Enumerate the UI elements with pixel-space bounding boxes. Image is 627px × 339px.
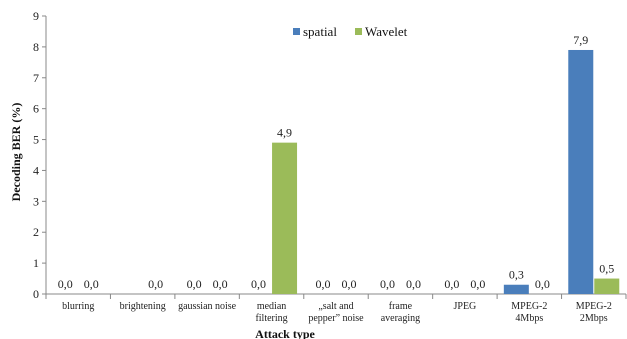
axes: 0 1 2 3 4 5 6 7 8 9 blurring brightening gaussian no…: [33, 9, 627, 324]
data-label: 0,3: [509, 268, 524, 282]
data-label: 0,0: [58, 277, 73, 291]
bar-wavelet-3: [272, 142, 298, 294]
data-label: 0,0: [187, 277, 202, 291]
legend: spatial Wavelet: [293, 24, 408, 39]
x-tick-label: gaussian noise: [178, 301, 237, 312]
bar-spatial-7: [503, 284, 529, 294]
legend-label-wavelet: Wavelet: [365, 24, 408, 39]
x-axis-title: Attack type: [255, 327, 315, 339]
data-label: 0,0: [84, 277, 99, 291]
data-label: 0,0: [535, 277, 550, 291]
x-tick-label: „salt and pepper” noise: [308, 301, 364, 324]
data-label: 0,0: [213, 277, 228, 291]
data-label: 0,0: [406, 277, 421, 291]
data-labels: 0,0 0,0 0,0 0,0 0,0 0,0 0,3 7,9 0,0 0,0 0,0 4,9 0,0 0…: [58, 33, 615, 291]
x-tick-label: brightening: [120, 301, 166, 312]
data-label: 0,0: [148, 277, 163, 291]
data-label: 0,0: [342, 277, 357, 291]
x-tick-label: MPEG-2 4Mbps: [511, 301, 547, 324]
data-label: 7,9: [573, 33, 588, 47]
bar-wavelet-8: [594, 278, 620, 294]
y-tick-label: 6: [33, 102, 39, 116]
legend-label-spatial: spatial: [303, 24, 337, 39]
data-label: 0,0: [316, 277, 331, 291]
x-tick-label: blurring: [62, 301, 94, 312]
y-axis-title: Decoding BER (%): [9, 103, 23, 202]
data-label: 0,5: [599, 262, 614, 276]
y-tick-label: 9: [33, 9, 39, 23]
legend-swatch-spatial: [293, 28, 300, 35]
data-label: 0,0: [444, 277, 459, 291]
x-tick-label: JPEG: [453, 301, 476, 312]
data-label: 0,0: [470, 277, 485, 291]
y-tick-label: 5: [33, 133, 39, 147]
bar-spatial-8: [568, 49, 594, 294]
x-tick-label: MPEG-2 2Mbps: [576, 301, 612, 324]
bars: [272, 49, 620, 294]
y-tick-label: 1: [33, 256, 39, 270]
y-tick-label: 4: [33, 163, 39, 177]
x-tick-label: frame averaging: [381, 301, 420, 324]
data-label: 0,0: [251, 277, 266, 291]
y-tick-label: 0: [33, 287, 39, 301]
y-tick-label: 3: [33, 194, 39, 208]
y-tick-label: 8: [33, 40, 39, 54]
x-tick-label: median filtering: [255, 301, 287, 324]
y-tick-label: 2: [33, 225, 39, 239]
legend-swatch-wavelet: [355, 28, 362, 35]
data-label: 4,9: [277, 126, 292, 140]
y-tick-label: 7: [33, 71, 39, 85]
data-label: 0,0: [380, 277, 395, 291]
